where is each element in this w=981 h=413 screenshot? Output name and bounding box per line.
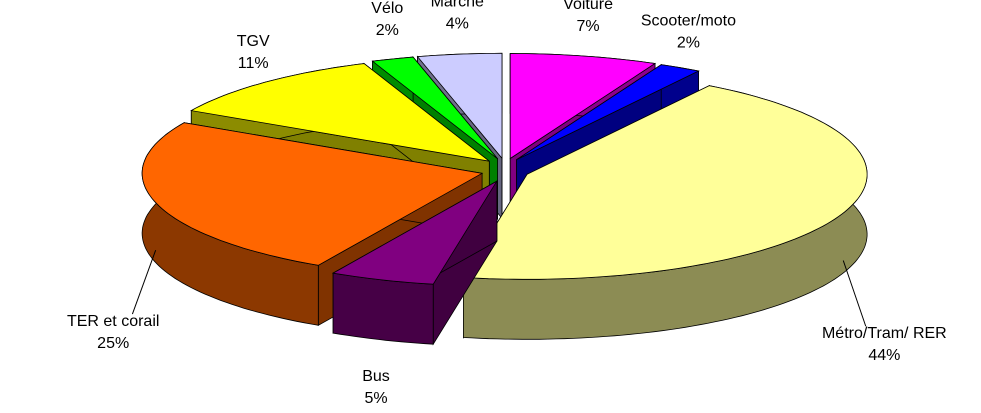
slice-top	[331, 179, 499, 285]
slice-value-label: 4%	[446, 16, 469, 33]
slice	[331, 179, 499, 346]
slice-label: Bus	[362, 368, 390, 385]
slice-label: Métro/Tram/ RER	[822, 325, 947, 342]
slice-label: Scooter/moto	[641, 12, 736, 29]
slice-value-label: 2%	[376, 22, 399, 39]
slice-top	[190, 63, 490, 162]
slice-wall	[332, 272, 434, 345]
slice-value-label: 7%	[577, 18, 600, 35]
slice-value-label: 5%	[364, 390, 387, 407]
slice-label: Voiture	[563, 0, 613, 13]
slice-top	[462, 85, 868, 280]
slice-top	[141, 122, 484, 266]
slice-value-label: 11%	[238, 55, 269, 72]
slice-top	[516, 64, 700, 161]
slice	[462, 85, 868, 340]
slice-label: TER et corail	[67, 313, 159, 330]
leader-line	[131, 250, 157, 315]
slice-value-label: 44%	[868, 347, 900, 364]
slice-label: TGV	[237, 33, 270, 50]
slice-label: Vélo	[371, 0, 403, 17]
slice-value-label: 2%	[677, 34, 700, 51]
leader-line	[842, 260, 867, 327]
slice-top	[509, 53, 657, 160]
slice-label: Marche	[431, 0, 484, 11]
slice-value-label: 25%	[97, 335, 129, 352]
slice-top	[371, 56, 498, 160]
slice-top	[416, 52, 503, 160]
